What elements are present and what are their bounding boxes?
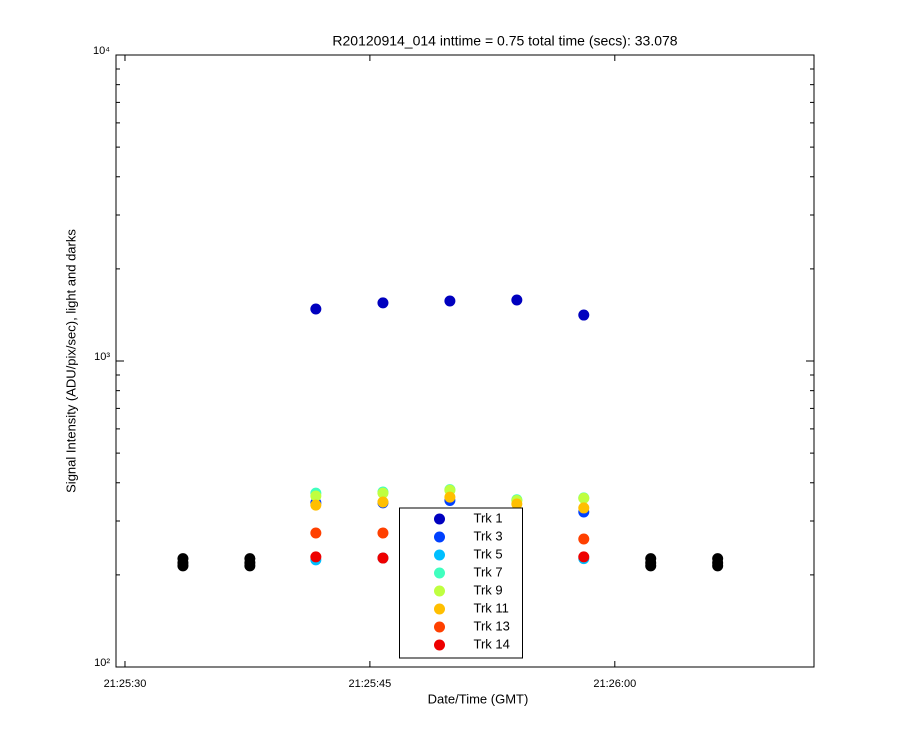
data-point (377, 552, 389, 564)
legend-marker (434, 639, 445, 651)
chart-title: R20120914_014 inttime = 0.75 total time … (332, 33, 677, 49)
data-point (310, 551, 322, 563)
data-point (310, 527, 322, 539)
y-tick-label: 10⁴ (93, 45, 110, 57)
data-point (377, 527, 389, 539)
data-point (511, 498, 523, 510)
data-point (578, 309, 590, 321)
x-tick-label: 21:26:00 (593, 678, 636, 690)
legend-marker (434, 567, 445, 579)
legend-marker (434, 585, 445, 597)
data-point (578, 533, 590, 545)
data-point (578, 492, 590, 504)
data-point (377, 297, 389, 309)
legend-label: Trk 3 (474, 528, 503, 543)
x-tick-label: 21:25:45 (348, 678, 391, 690)
legend-label: Trk 7 (474, 564, 503, 579)
legend-marker (434, 603, 445, 615)
data-point (310, 490, 322, 502)
legend-marker (434, 531, 445, 543)
data-point (310, 499, 322, 511)
legend-label: Trk 1 (474, 510, 503, 525)
y-tick-label: 10² (94, 657, 110, 669)
dark-point (177, 553, 189, 565)
y-tick-label: 10³ (94, 351, 110, 363)
dark-point (712, 553, 724, 565)
data-point (310, 303, 322, 315)
legend-label: Trk 14 (474, 636, 510, 651)
data-point (377, 487, 389, 499)
legend-label: Trk 5 (474, 546, 503, 561)
data-point (578, 502, 590, 514)
data-point (511, 294, 523, 306)
x-tick-label: 21:25:30 (104, 678, 147, 690)
legend-marker (434, 621, 445, 633)
data-point (377, 496, 389, 508)
dark-point (244, 553, 256, 565)
data-point (444, 491, 456, 503)
legend-marker (434, 513, 445, 525)
legend-box (399, 507, 523, 659)
data-point (578, 551, 590, 563)
data-point (444, 295, 456, 307)
legend-label: Trk 11 (474, 600, 509, 615)
legend-label: Trk 9 (474, 582, 503, 597)
legend-marker (434, 549, 445, 561)
legend-label: Trk 13 (474, 618, 510, 633)
y-axis-label: Signal Intensity (ADU/pix/sec), light an… (63, 229, 78, 493)
x-axis-label: Date/Time (GMT) (428, 691, 529, 706)
dark-point (645, 553, 657, 565)
